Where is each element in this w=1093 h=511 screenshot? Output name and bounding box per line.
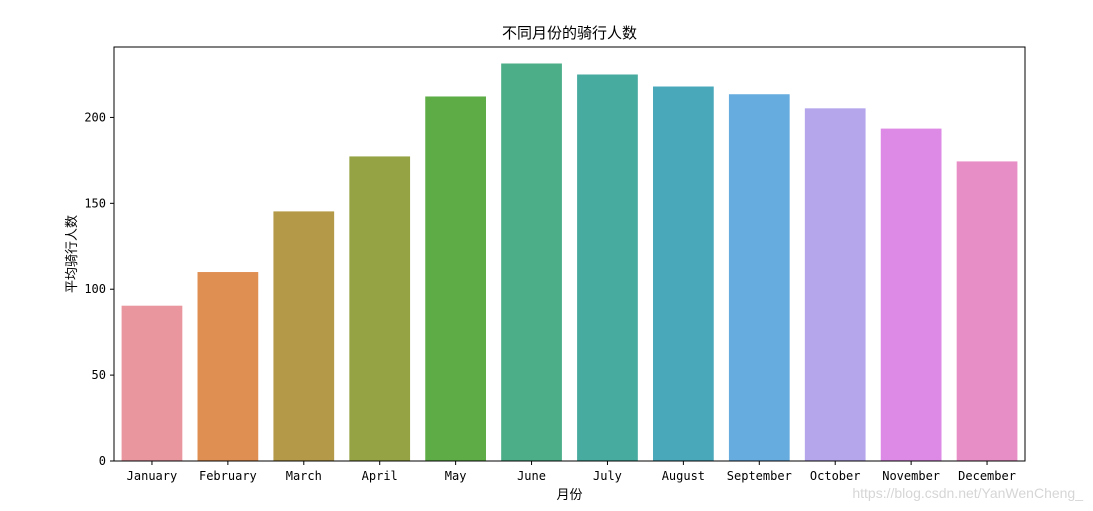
bar-september	[728, 94, 790, 461]
x-tick-label: November	[882, 469, 940, 483]
bar-december	[956, 161, 1018, 461]
x-ticks-group: January February March April May June July Augu…	[127, 461, 1016, 483]
y-tick-label: 150	[84, 196, 106, 210]
bar-june	[501, 63, 562, 462]
bar-may	[425, 96, 486, 461]
bar-july	[577, 74, 638, 461]
bar-march	[273, 211, 335, 461]
x-tick-label: May	[445, 469, 467, 483]
x-tick-label: June	[517, 469, 546, 483]
bar-january	[121, 305, 183, 461]
x-tick-label: September	[727, 469, 792, 483]
plot-frame	[113, 46, 1026, 462]
chart-title: 不同月份的骑行人数	[502, 24, 637, 42]
x-tick-label: April	[362, 469, 398, 483]
y-tick-label: 200	[84, 110, 106, 124]
bar-april	[349, 156, 411, 461]
x-tick-label: March	[286, 469, 322, 483]
x-tick-label: January	[127, 469, 178, 483]
y-tick-label: 0	[99, 454, 106, 468]
x-axis-label: 月份	[556, 488, 582, 503]
bar-february	[197, 272, 259, 461]
x-tick-label: July	[593, 469, 622, 483]
bars-group	[121, 63, 1018, 462]
x-tick-label: December	[958, 469, 1016, 483]
y-tick-label: 100	[84, 282, 106, 296]
y-ticks-group: 0 50 100 150 200	[84, 110, 114, 468]
bar-november	[880, 128, 942, 461]
watermark-text: https://blog.csdn.net/YanWenCheng_	[852, 485, 1083, 501]
bar-october	[804, 108, 866, 462]
bar-august	[653, 86, 714, 461]
y-axis-label: 平均骑行人数	[65, 215, 80, 293]
y-tick-label: 50	[92, 368, 106, 382]
x-tick-label: August	[662, 469, 705, 483]
x-tick-label: October	[810, 469, 861, 483]
x-tick-label: February	[199, 469, 257, 483]
